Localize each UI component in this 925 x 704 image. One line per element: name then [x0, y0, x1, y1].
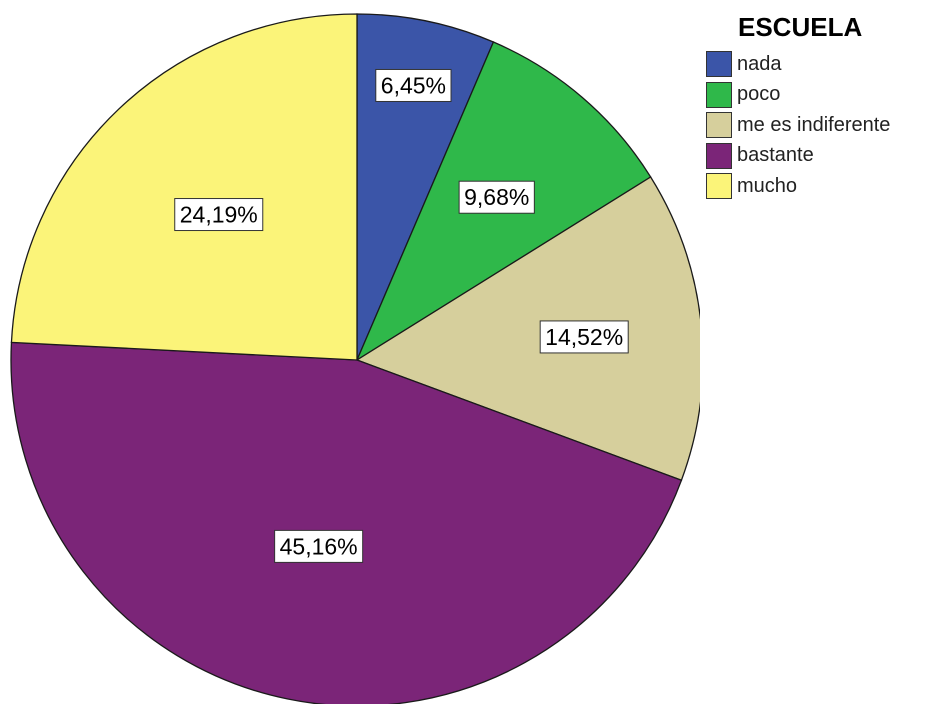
legend-title: ESCUELA — [738, 12, 863, 42]
slice-label-box — [375, 68, 452, 102]
pie-slice-me-es-indiferente — [355, 176, 700, 482]
slice-label-text: 9,68% — [464, 184, 529, 210]
legend-item-me-es-indiferente: me es indiferente — [706, 110, 890, 141]
slice-label-box — [274, 529, 364, 563]
legend-swatch — [706, 173, 732, 200]
legend-item-nada: nada — [706, 49, 890, 80]
legend-label: bastante — [737, 144, 814, 167]
slice-label-text: 45,16% — [280, 533, 358, 559]
slice-label-me-es-indiferente: 14,52% — [539, 320, 629, 354]
slice-label-box — [539, 320, 629, 354]
legend-swatch — [706, 112, 732, 139]
legend-label: poco — [737, 83, 781, 106]
pie-slice-bastante — [10, 341, 683, 704]
slice-label-text: 14,52% — [545, 324, 623, 350]
legend-label: nada — [737, 52, 782, 75]
legend-item-poco: poco — [706, 80, 890, 111]
legend-swatch — [706, 142, 732, 169]
legend-swatch — [706, 51, 732, 78]
slice-label-bastante: 45,16% — [274, 529, 364, 563]
slice-label-text: 24,19% — [180, 202, 258, 228]
slice-label-text: 6,45% — [381, 72, 446, 98]
legend-label: mucho — [737, 174, 798, 197]
legend-label: me es indiferente — [737, 113, 891, 136]
pie-slice-mucho — [10, 13, 358, 361]
legend-item-bastante: bastante — [706, 141, 890, 172]
slice-label-mucho: 24,19% — [174, 198, 264, 232]
slice-label-box — [458, 180, 535, 214]
legend: ESCUELA nada poco me es indiferente bast… — [706, 12, 890, 202]
slice-label-poco: 9,68% — [458, 180, 535, 214]
slice-label-nada: 6,45% — [375, 68, 452, 102]
pie-chart: 6,45% 9,68% 14,52% 45,16% 24,19% — [10, 13, 700, 704]
slice-label-box — [174, 198, 264, 232]
legend-swatch — [706, 81, 732, 108]
legend-item-mucho: mucho — [706, 171, 890, 202]
